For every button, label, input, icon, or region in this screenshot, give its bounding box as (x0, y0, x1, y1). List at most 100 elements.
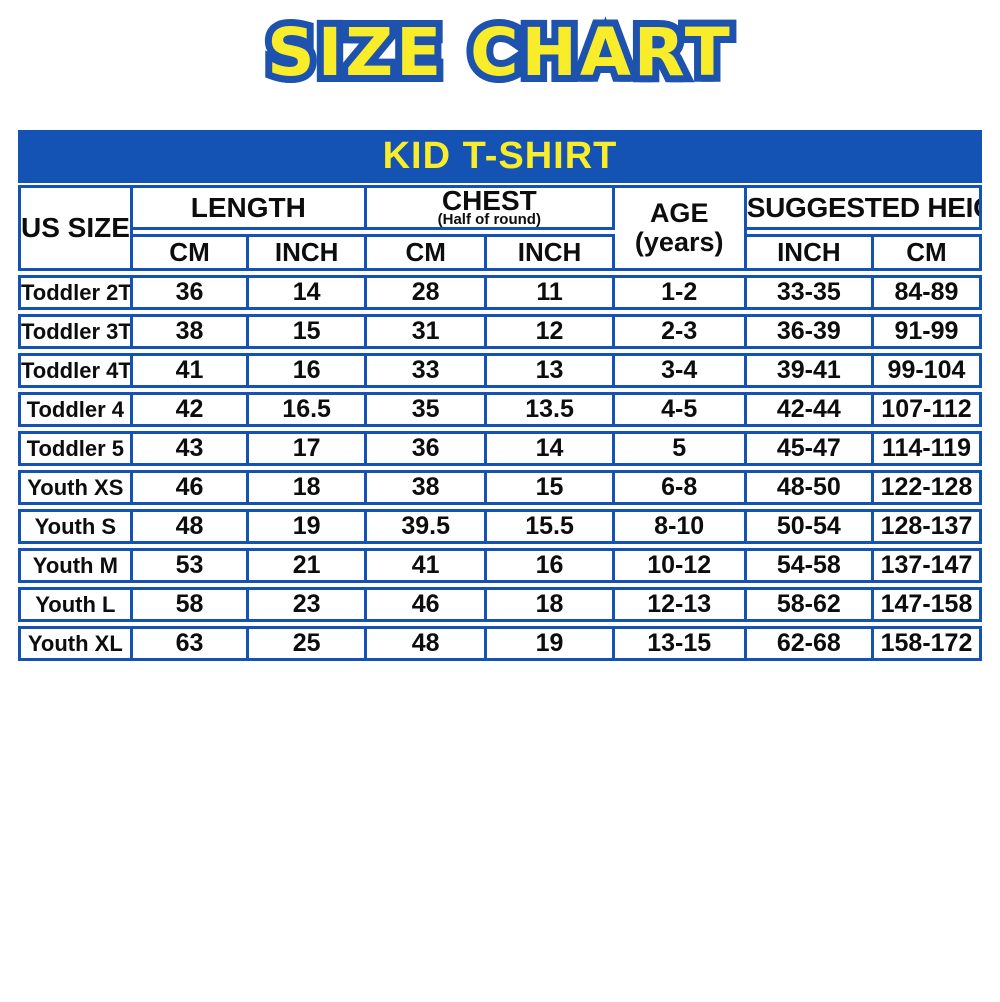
value-cell: 21 (249, 548, 367, 583)
table-row: Toddler 4T 41 16 33 13 3-4 39-41 99-104 (18, 353, 982, 388)
size-label-cell: Youth L (18, 587, 133, 622)
value-cell: 42 (132, 392, 250, 427)
value-cell: 23 (249, 587, 367, 622)
value-cell: 38 (366, 470, 488, 505)
table-row: Toddler 5 43 17 36 14 5 45-47 114-119 (18, 431, 982, 466)
size-chart: KID T-SHIRT US SIZE LENGTH CHEST (18, 130, 982, 665)
value-cell: 28 (366, 275, 488, 310)
value-cell: 13 (487, 353, 615, 388)
value-cell: 35 (366, 392, 488, 427)
value-cell: 6-8 (614, 470, 747, 505)
value-cell: 39.5 (366, 509, 488, 544)
value-cell: 15 (249, 314, 367, 349)
value-cell: 48-50 (746, 470, 874, 505)
value-cell: 4-5 (614, 392, 747, 427)
value-cell: 58 (132, 587, 250, 622)
value-cell: 39-41 (746, 353, 874, 388)
value-cell: 25 (249, 626, 367, 661)
col-header-age: AGE (years) (614, 185, 747, 271)
size-table: US SIZE LENGTH CHEST (Half of round) AGE… (18, 181, 982, 665)
value-cell: 43 (132, 431, 250, 466)
size-label-cell: Youth XS (18, 470, 133, 505)
header-group-row: US SIZE LENGTH CHEST (Half of round) AGE… (18, 185, 982, 271)
chest-label: CHEST (441, 185, 537, 216)
value-cell: 99-104 (873, 353, 982, 388)
value-cell: 53 (132, 548, 250, 583)
value-cell: 33 (366, 353, 488, 388)
page-title: SIZE CHART (260, 7, 737, 98)
length-cm-header: CM (132, 234, 250, 271)
value-cell: 45-47 (746, 431, 874, 466)
col-header-length: LENGTH (132, 185, 367, 230)
value-cell: 16 (249, 353, 367, 388)
value-cell: 63 (132, 626, 250, 661)
length-inch-header: INCH (249, 234, 367, 271)
value-cell: 84-89 (873, 275, 982, 310)
col-header-chest: CHEST (Half of round) (366, 185, 615, 230)
table-body: Toddler 2T 36 14 28 11 1-2 33-35 84-89 Toddler 3… (18, 275, 982, 661)
value-cell: 48 (132, 509, 250, 544)
value-cell: 58-62 (746, 587, 874, 622)
size-label-cell: Youth XL (18, 626, 133, 661)
age-label: AGE (649, 198, 709, 228)
table-title: KID T-SHIRT (382, 135, 618, 177)
value-cell: 36 (366, 431, 488, 466)
value-cell: 15.5 (487, 509, 615, 544)
table-row: Toddler 3T 38 15 31 12 2-3 36-39 91-99 (18, 314, 982, 349)
table-row: Toddler 4 42 16.5 35 13.5 4-5 42-44 107-112 (18, 392, 982, 427)
chest-inch-header: INCH (487, 234, 615, 271)
value-cell: 8-10 (614, 509, 747, 544)
table-row: Youth S 48 19 39.5 15.5 8-10 50-54 128-137 (18, 509, 982, 544)
value-cell: 18 (249, 470, 367, 505)
value-cell: 62-68 (746, 626, 874, 661)
value-cell: 122-128 (873, 470, 982, 505)
value-cell: 114-119 (873, 431, 982, 466)
value-cell: 19 (487, 626, 615, 661)
size-label-cell: Toddler 4T (18, 353, 133, 388)
value-cell: 41 (366, 548, 488, 583)
value-cell: 38 (132, 314, 250, 349)
size-label-cell: Youth S (18, 509, 133, 544)
value-cell: 36-39 (746, 314, 874, 349)
value-cell: 10-12 (614, 548, 747, 583)
value-cell: 107-112 (873, 392, 982, 427)
value-cell: 15 (487, 470, 615, 505)
table-row: Youth L 58 23 46 18 12-13 58-62 147-158 (18, 587, 982, 622)
value-cell: 1-2 (614, 275, 747, 310)
value-cell: 2-3 (614, 314, 747, 349)
table-title-bar: KID T-SHIRT (18, 130, 982, 183)
col-header-us-size: US SIZE (18, 185, 133, 271)
value-cell: 17 (249, 431, 367, 466)
chest-sub-label: (Half of round) (437, 211, 541, 228)
value-cell: 3-4 (614, 353, 747, 388)
value-cell: 147-158 (873, 587, 982, 622)
value-cell: 16.5 (249, 392, 367, 427)
value-cell: 50-54 (746, 509, 874, 544)
value-cell: 137-147 (873, 548, 982, 583)
value-cell: 33-35 (746, 275, 874, 310)
height-cm-header: CM (873, 234, 982, 271)
value-cell: 18 (487, 587, 615, 622)
height-inch-header: INCH (746, 234, 874, 271)
value-cell: 12 (487, 314, 615, 349)
size-label-cell: Toddler 5 (18, 431, 133, 466)
value-cell: 19 (249, 509, 367, 544)
value-cell: 31 (366, 314, 488, 349)
value-cell: 41 (132, 353, 250, 388)
value-cell: 13-15 (614, 626, 747, 661)
value-cell: 11 (487, 275, 615, 310)
table-row: Youth XL 63 25 48 19 13-15 62-68 158-172 (18, 626, 982, 661)
value-cell: 14 (487, 431, 615, 466)
size-label-cell: Toddler 4 (18, 392, 133, 427)
value-cell: 36 (132, 275, 250, 310)
value-cell: 42-44 (746, 392, 874, 427)
value-cell: 16 (487, 548, 615, 583)
value-cell: 91-99 (873, 314, 982, 349)
value-cell: 13.5 (487, 392, 615, 427)
value-cell: 158-172 (873, 626, 982, 661)
value-cell: 5 (614, 431, 747, 466)
col-header-suggested-height: SUGGESTED HEIGHT (746, 185, 982, 230)
value-cell: 12-13 (614, 587, 747, 622)
value-cell: 48 (366, 626, 488, 661)
